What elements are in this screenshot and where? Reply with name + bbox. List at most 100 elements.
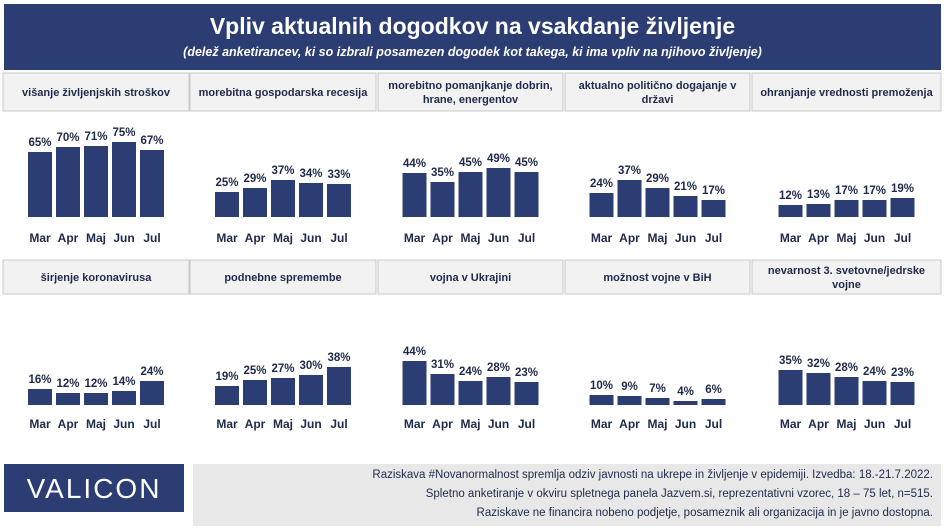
panel-header-bg <box>751 259 942 295</box>
bar <box>430 374 455 405</box>
bar <box>806 373 831 405</box>
bar <box>28 389 52 405</box>
data-label: 25% <box>243 365 266 377</box>
category-label: Apr <box>619 231 640 245</box>
panel-header-bg <box>377 259 564 295</box>
bar <box>215 192 239 217</box>
data-label: 23% <box>515 367 538 379</box>
category-label: Maj <box>836 231 856 245</box>
panel-title: morebitna gospodarska recesija <box>199 87 369 99</box>
panel-header-bg <box>189 259 377 295</box>
data-label: 6% <box>705 384 722 396</box>
data-label: 7% <box>649 383 666 395</box>
category-label: Mar <box>404 231 426 245</box>
category-label: Mar <box>216 417 238 431</box>
bar <box>834 377 859 405</box>
category-label: Mar <box>216 231 238 245</box>
bar <box>890 198 915 217</box>
category-label: Maj <box>273 231 293 245</box>
data-label: 67% <box>140 135 163 147</box>
data-label: 49% <box>487 153 510 165</box>
bar <box>84 146 108 217</box>
data-label: 35% <box>431 167 454 179</box>
data-label: 16% <box>28 374 51 386</box>
panel-title: državi <box>642 94 674 106</box>
data-label: 31% <box>431 359 454 371</box>
bar <box>402 173 427 217</box>
category-label: Jul <box>705 231 722 245</box>
bar <box>673 196 698 217</box>
category-label: Maj <box>647 231 667 245</box>
data-label: 4% <box>677 386 694 398</box>
category-label: Maj <box>86 231 106 245</box>
chart-panel: morebitna gospodarska recesija 25% Mar 29% A… <box>189 72 377 245</box>
category-label: Jul <box>894 417 911 431</box>
data-label: 75% <box>112 127 135 139</box>
data-label: 25% <box>215 177 238 189</box>
panel-header-bg <box>2 72 190 112</box>
category-label: Jun <box>864 417 885 431</box>
category-label: Jul <box>894 231 911 245</box>
chart-panel: vojna v Ukrajini 44% Mar 31% Apr 24% Maj 28% Jun… <box>377 259 564 431</box>
panel-header-bg <box>751 72 942 112</box>
bar <box>84 393 108 405</box>
data-label: 17% <box>835 185 858 197</box>
bar <box>458 172 483 217</box>
bar <box>56 147 80 217</box>
data-label: 19% <box>215 371 238 383</box>
bar <box>299 375 323 405</box>
data-label: 37% <box>271 165 294 177</box>
category-label: Mar <box>591 231 613 245</box>
chart-panel: morebitno pomanjkanje dobrin, hrane, ener… <box>377 72 564 245</box>
category-label: Apr <box>245 231 266 245</box>
category-label: Mar <box>29 231 51 245</box>
data-label: 19% <box>891 183 914 195</box>
data-label: 10% <box>590 380 613 392</box>
data-label: 45% <box>515 157 538 169</box>
category-label: Apr <box>808 231 829 245</box>
category-label: Jun <box>113 231 134 245</box>
bar <box>514 172 539 217</box>
bar <box>645 398 670 405</box>
data-label: 32% <box>807 358 830 370</box>
category-label: Jul <box>143 231 160 245</box>
panel-header-bg <box>189 72 377 112</box>
category-label: Apr <box>245 417 266 431</box>
bar <box>617 396 642 405</box>
panel-header-bg <box>2 259 190 295</box>
bar <box>271 180 295 217</box>
bar <box>834 200 859 217</box>
category-label: Apr <box>58 417 79 431</box>
data-label: 21% <box>674 181 697 193</box>
category-label: Apr <box>58 231 79 245</box>
panel-title: podnebne spremembe <box>224 272 341 284</box>
panel-title: vojne <box>832 279 861 291</box>
page-subtitle: (delež anketirancev, ki so izbrali posam… <box>183 45 762 59</box>
panel-title: nevarnost 3. svetovne/jedrske <box>768 265 925 277</box>
data-label: 30% <box>299 360 322 372</box>
chart-panel: višanje življenjskih stroškov 65% Mar 70% Ap… <box>2 72 190 245</box>
category-label: Jul <box>705 417 722 431</box>
bar <box>215 386 239 405</box>
category-label: Maj <box>836 417 856 431</box>
panel-header-bg <box>377 72 564 112</box>
category-label: Jun <box>488 417 509 431</box>
data-label: 12% <box>779 190 802 202</box>
data-label: 45% <box>459 157 482 169</box>
bar <box>243 380 267 405</box>
bar <box>243 188 267 217</box>
data-label: 24% <box>140 366 163 378</box>
data-label: 24% <box>590 178 613 190</box>
bar <box>589 193 614 217</box>
category-label: Mar <box>404 417 426 431</box>
data-label: 23% <box>891 367 914 379</box>
bar <box>862 381 887 405</box>
data-label: 28% <box>835 362 858 374</box>
bar <box>140 381 164 405</box>
category-label: Maj <box>273 417 293 431</box>
data-label: 29% <box>646 173 669 185</box>
logo-text: VALICON <box>26 473 162 504</box>
chart-panel: širjenje koronavirusa 16% Mar 12% Apr 12% Maj 1… <box>2 259 190 431</box>
charts-grid: višanje življenjskih stroškov 65% Mar 70% Ap… <box>2 72 942 431</box>
category-label: Mar <box>591 417 613 431</box>
